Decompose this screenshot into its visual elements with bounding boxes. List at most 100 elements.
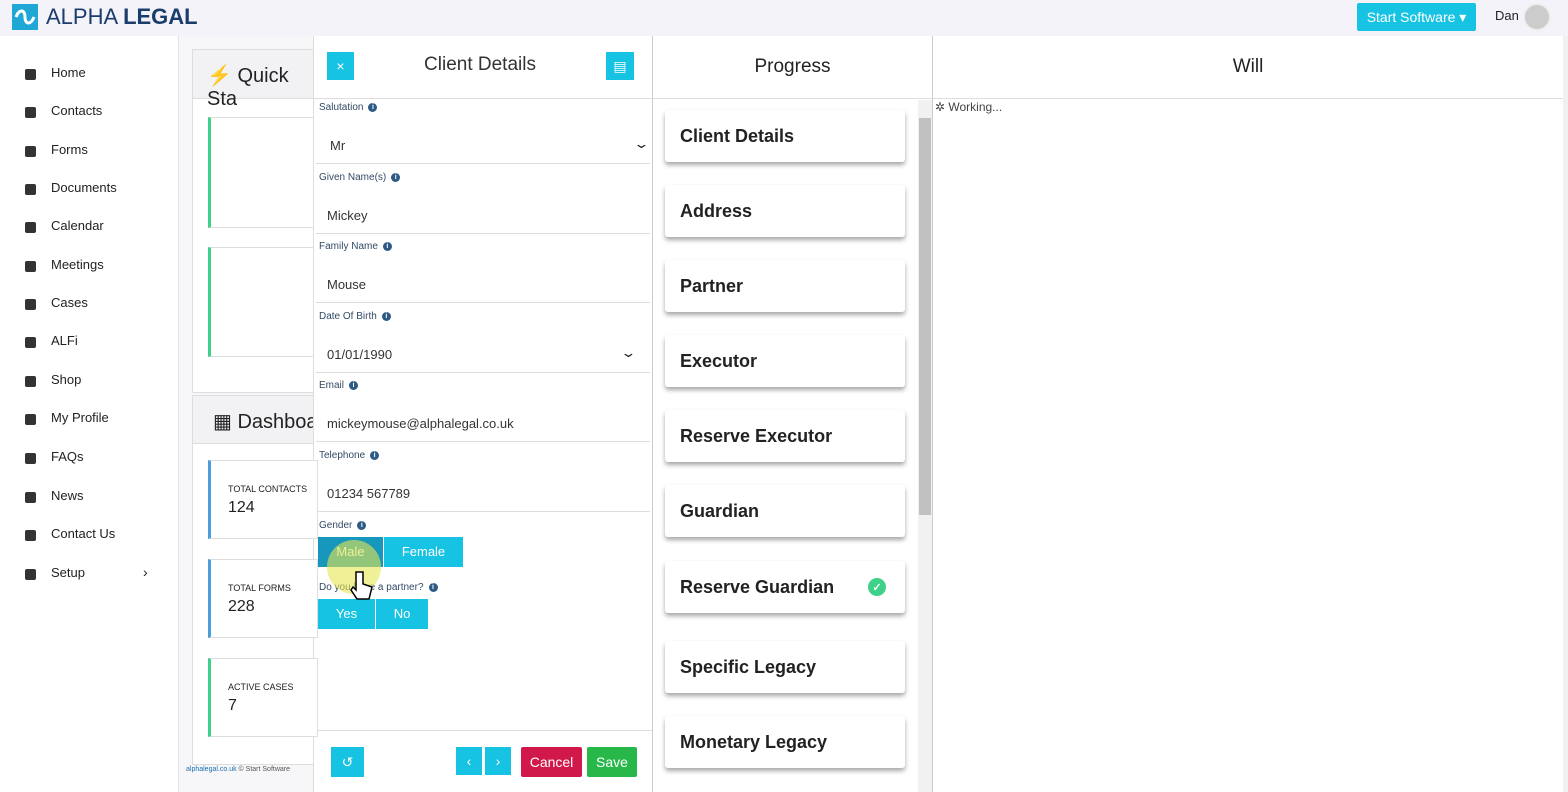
stat-card: ACTIVE CASES 7 [208,658,318,737]
save-button[interactable]: Save [587,747,637,777]
partner-option[interactable]: Yes [318,598,375,629]
progress-step[interactable]: Client Details [665,110,905,162]
nav-icon [25,146,36,157]
progress-step[interactable]: Executor [665,335,905,387]
next-button[interactable]: › [485,747,511,775]
nav-item[interactable]: Shop [51,372,82,387]
progress-panel: Progress Client Details Address Partner Exec… [653,36,933,792]
nav-item[interactable]: FAQs [51,449,84,464]
field-value[interactable]: Mickey [327,207,368,223]
cancel-button[interactable]: Cancel [521,747,582,777]
field-divider [316,441,650,443]
info-icon[interactable]: i [381,311,391,321]
panel-title: Progress [653,36,932,99]
nav-item[interactable]: Setup [51,565,85,580]
client-details-panel: × Client Details ▤ Salutation i Mr ⌄ Given Name… [313,36,653,792]
label-text: Email [319,380,345,392]
scroll-thumb[interactable] [919,118,931,515]
nav-item[interactable]: Documents [51,180,117,195]
footer-divider [314,730,652,731]
nav-item[interactable]: News [51,488,84,503]
field-value[interactable]: 01234 567789 [327,486,411,501]
scrollbar[interactable] [1563,36,1568,792]
stat-card: TOTAL CONTACTS 124 [208,460,318,539]
field-value[interactable]: mickeymouse@alphalegal.co.uk [327,416,514,432]
field-label: Salutation i [319,102,378,113]
logo-icon [12,4,38,30]
info-icon[interactable]: i [357,520,367,530]
nav-icon [25,414,36,425]
nav-item[interactable]: Forms [51,142,88,157]
field-divider [316,511,650,512]
nav-icon [25,492,36,503]
nav-item[interactable]: Contact Us [51,526,116,541]
quick-start-header: ⚡ Quick Sta [192,49,322,110]
info-icon[interactable]: i [368,103,378,112]
progress-step[interactable]: Address [665,185,905,237]
nav-item[interactable]: Contacts [51,103,103,118]
field-label: Family Name i [319,241,392,252]
info-icon[interactable]: i [391,172,401,182]
progress-step[interactable]: Specific Legacy [665,641,905,693]
field-value[interactable]: 01/01/1990 [327,346,393,362]
footer: alphalegal.co.uk © Start Software [186,766,290,773]
progress-step[interactable]: Partner [665,260,905,312]
nav-item[interactable]: ALFi [51,333,78,348]
dashboard-title: Dashboa [237,411,318,433]
progress-step[interactable]: Monetary Legacy [665,716,905,768]
select-arrow[interactable]: ⌄ [633,136,650,151]
user-name[interactable]: Dan [1495,8,1519,23]
nav-item[interactable]: Meetings [51,257,104,272]
field-label: Email i [319,380,359,392]
prev-button[interactable]: ‹ [456,747,482,775]
info-icon[interactable]: i [370,451,380,460]
nav-icon [25,376,36,387]
partner-option[interactable]: No [376,598,428,629]
expand-arrow[interactable]: › [143,564,148,580]
progress-step[interactable]: Reserve Executor [665,410,905,462]
field-value[interactable]: Mr [330,138,346,153]
close-button[interactable]: × [327,52,354,80]
nav-item[interactable]: Cases [51,295,88,310]
stat-card: TOTAL FORMS 228 [208,559,318,638]
progress-step[interactable]: Reserve Guardian ✓ [665,561,905,613]
progress-step[interactable]: Guardian [665,485,905,537]
nav-icon [25,184,36,195]
label-text: Gender [319,519,353,531]
history-button[interactable]: ↺ [331,747,364,777]
quick-card[interactable] [208,247,318,357]
document-button[interactable]: ▤ [606,52,634,80]
nav-item[interactable]: Calendar [51,218,104,233]
gender-option[interactable]: Female [384,536,463,567]
field-value[interactable]: Mouse [327,277,367,293]
footer-link[interactable]: alphalegal.co.uk [186,766,237,773]
label-text: Salutation [319,102,364,113]
info-icon[interactable]: i [382,242,392,252]
quick-card[interactable] [208,117,318,228]
start-software-button[interactable]: Start Software ▾ [1357,3,1476,31]
step-label: Partner [680,275,744,296]
info-icon[interactable]: i [428,582,438,592]
info-icon[interactable]: i [349,381,359,391]
stat-value: 7 [228,697,237,714]
quick-start-panel [192,49,322,393]
nav-icon [25,569,36,580]
stat-label: ACTIVE CASES [228,682,294,692]
step-label: Executor [680,350,758,371]
step-label: Address [680,200,753,221]
stat-label: TOTAL CONTACTS [228,484,308,494]
logo-light: ALPHA [46,4,117,29]
step-label: Client Details [680,125,795,146]
field-divider [316,163,650,164]
nav-icon [25,337,36,348]
cursor-highlight [327,540,381,594]
will-status: ✲ Working... [935,100,1003,114]
label-text: Family Name [319,241,378,253]
top-bar [0,0,1568,36]
nav-item[interactable]: My Profile [51,410,109,425]
avatar[interactable] [1523,3,1551,31]
select-arrow[interactable]: ⌄ [620,344,637,360]
logo-bold: LEGAL [123,4,198,29]
nav-item[interactable]: Home [51,65,86,80]
cursor [350,571,373,600]
